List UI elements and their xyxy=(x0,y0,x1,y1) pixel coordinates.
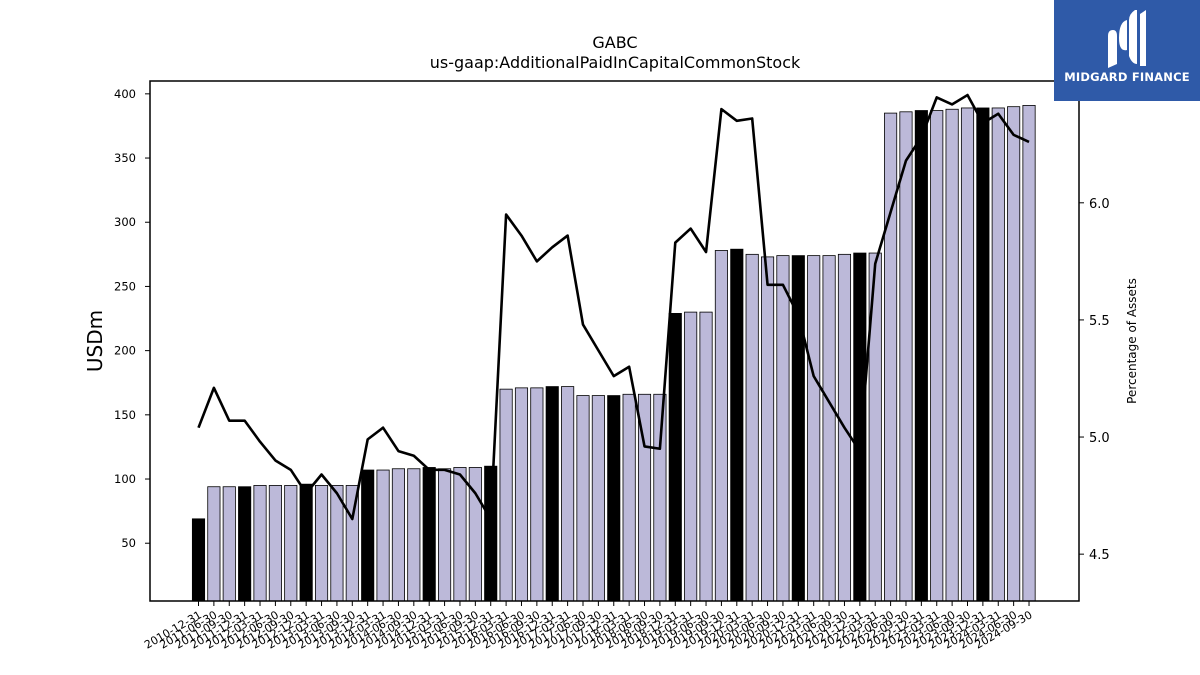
bar-2011-12-31 xyxy=(238,486,252,602)
bar-2017-12-31 xyxy=(607,395,621,602)
y2-tick-label: 6.0 xyxy=(1089,197,1110,212)
x-axis: 2010-12-312011-06-302011-09-302011-12-31… xyxy=(142,601,1035,652)
y-tick-label: 250 xyxy=(114,279,136,293)
y2-tick-label: 5.0 xyxy=(1089,431,1110,446)
bar-2010-12-31 xyxy=(191,518,206,602)
y-tick-label: 150 xyxy=(114,408,136,422)
bar-2024-06-30 xyxy=(1007,106,1021,602)
y-tick-label: 100 xyxy=(114,472,136,486)
bar-2021-03-31 xyxy=(807,255,821,602)
bar-2017-06-30 xyxy=(576,395,590,602)
right-axis: 4.55.05.56.06.5 xyxy=(1079,80,1110,563)
bar-2023-06-30 xyxy=(945,108,959,602)
bar-2011-09-30 xyxy=(222,486,236,602)
bar-2012-12-31 xyxy=(299,483,313,602)
bar-2011-06-30 xyxy=(207,486,221,602)
bar-2022-06-30 xyxy=(884,112,898,602)
y-tick-label: 200 xyxy=(114,344,136,358)
bar-2012-03-31 xyxy=(253,485,267,602)
bar-2019-12-31 xyxy=(730,248,744,602)
bar-2013-12-31 xyxy=(361,469,375,602)
y2-tick-label: 5.5 xyxy=(1089,314,1110,329)
brand-name: MIDGARD FINANCE xyxy=(1064,70,1190,84)
bar-2020-03-31 xyxy=(745,253,759,602)
bars-layer xyxy=(191,105,1036,602)
bar-2022-12-31 xyxy=(914,110,928,602)
bar-2014-12-31 xyxy=(422,467,436,602)
bar-2015-12-31 xyxy=(484,465,498,602)
bar-2019-06-30 xyxy=(699,311,713,602)
chart-subtitle: us-gaap:AdditionalPaidInCapitalCommonSto… xyxy=(430,53,801,72)
bar-2017-09-30 xyxy=(591,395,605,602)
plot-frame xyxy=(149,80,1080,602)
bar-2013-03-31 xyxy=(314,485,329,602)
bar-2018-12-31 xyxy=(668,312,682,602)
left-axis: 50 100 150 200 250 300 350 400 xyxy=(114,87,150,550)
bar-2023-09-30 xyxy=(960,107,975,602)
bar-2021-12-31 xyxy=(853,252,867,602)
bar-2016-09-30 xyxy=(530,387,544,602)
bar-2015-06-30 xyxy=(453,467,467,602)
bar-2024-09-30 xyxy=(1022,105,1036,602)
y-tick-label: 50 xyxy=(121,536,136,550)
bar-2024-03-31 xyxy=(991,107,1005,602)
bar-2012-09-30 xyxy=(284,485,298,602)
brand-logo: MIDGARD FINANCE xyxy=(1054,0,1200,101)
bar-2023-12-31 xyxy=(976,107,990,602)
bar-2012-06-30 xyxy=(268,485,282,602)
bar-2016-03-31 xyxy=(499,388,513,602)
y-axis-label: USDm xyxy=(83,310,107,372)
bar-2018-03-31 xyxy=(622,393,636,602)
bar-2014-03-31 xyxy=(376,469,390,602)
bar-2015-03-31 xyxy=(438,468,452,602)
midgard-m-icon xyxy=(1108,10,1146,68)
chart-title: GABC xyxy=(592,33,637,52)
assets-percentage-line xyxy=(197,93,1030,521)
bar-2014-06-30 xyxy=(391,468,405,602)
bar-2020-06-30 xyxy=(761,256,775,602)
bar-2019-03-31 xyxy=(684,311,698,602)
y2-axis-label: Percentage of Assets xyxy=(1125,278,1139,404)
bar-2018-09-30 xyxy=(653,393,667,602)
bar-2021-06-30 xyxy=(822,255,836,602)
bar-2019-09-30 xyxy=(714,250,728,602)
bar-2017-03-31 xyxy=(561,386,575,602)
y-tick-label: 400 xyxy=(114,87,136,101)
bar-2022-09-30 xyxy=(899,111,913,602)
bar-2023-03-31 xyxy=(930,110,944,602)
y-tick-label: 350 xyxy=(114,151,136,165)
y2-tick-label: 4.5 xyxy=(1089,548,1110,563)
bar-2020-09-30 xyxy=(776,255,790,602)
bar-2016-12-31 xyxy=(545,386,559,602)
y-tick-label: 300 xyxy=(114,215,136,229)
bar-2016-06-30 xyxy=(514,387,529,602)
bar-2014-09-30 xyxy=(407,468,421,602)
line-layer xyxy=(197,93,1030,521)
